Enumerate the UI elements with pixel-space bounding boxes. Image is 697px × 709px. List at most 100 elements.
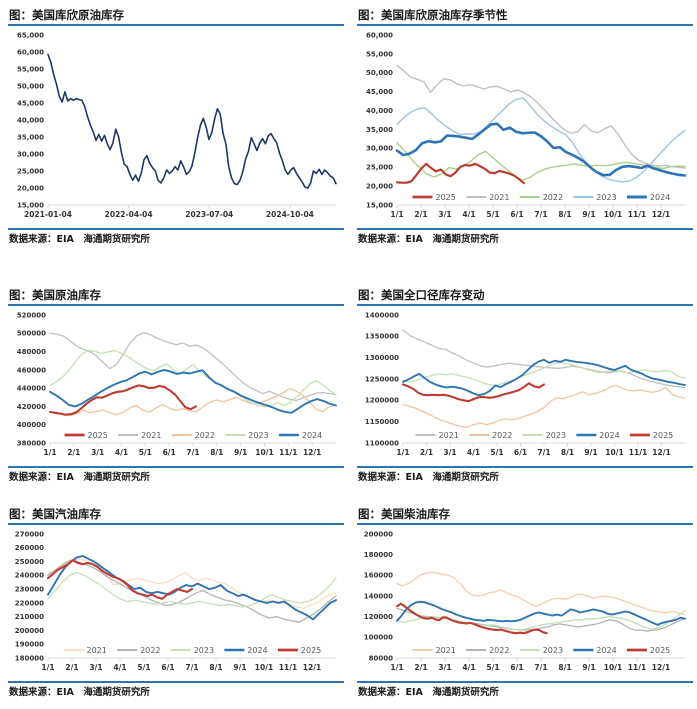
svg-text:4/1: 4/1 <box>115 448 128 457</box>
svg-text:11/1: 11/1 <box>279 663 297 672</box>
series-2021 <box>49 332 337 402</box>
legend-label-2022: 2022 <box>140 646 160 655</box>
svg-text:5/1: 5/1 <box>137 663 150 672</box>
chart-plot-area: 65,000 60,000 55,000 50,000 45,000 40,000 35,0… <box>8 29 344 225</box>
svg-text:380000: 380000 <box>17 439 46 447</box>
svg-text:1250000: 1250000 <box>365 375 399 383</box>
legend-label-2024: 2024 <box>302 431 322 440</box>
chart-block-cushing-seasonality: 图：美国库欣原油库存季节性 60,000 55,000 50,000 45,000 40… <box>357 8 693 246</box>
svg-text:2022-04-04: 2022-04-04 <box>105 210 153 219</box>
svg-text:2/1: 2/1 <box>67 448 80 457</box>
svg-text:45,000: 45,000 <box>366 88 393 96</box>
svg-text:7/1: 7/1 <box>537 448 550 457</box>
chart-plot-area: 1400000 1350000 1300000 1250000 1200000 11500… <box>357 309 693 463</box>
data-source-label: 数据来源：EIA 海通期货研究所 <box>357 466 693 484</box>
svg-text:5/1: 5/1 <box>486 663 499 672</box>
svg-text:2023-07-04: 2023-07-04 <box>185 210 233 219</box>
svg-text:7/1: 7/1 <box>186 448 199 457</box>
svg-text:10/1: 10/1 <box>255 663 273 672</box>
series-2024 <box>49 368 337 414</box>
svg-text:250000: 250000 <box>15 558 44 566</box>
svg-text:15,000: 15,000 <box>17 201 44 209</box>
legend-label-2022: 2022 <box>195 431 215 440</box>
svg-text:35,000: 35,000 <box>17 133 44 141</box>
svg-text:2/1: 2/1 <box>414 210 427 219</box>
series-2024 <box>402 358 686 397</box>
svg-text:30,000: 30,000 <box>366 145 393 153</box>
legend-label-2022: 2022 <box>543 193 563 202</box>
series-2024 <box>395 122 687 177</box>
svg-text:80000: 80000 <box>369 654 393 662</box>
svg-text:6/1: 6/1 <box>510 663 523 672</box>
svg-text:12/1: 12/1 <box>303 663 321 672</box>
svg-text:210000: 210000 <box>15 613 44 621</box>
svg-text:120000: 120000 <box>364 613 393 621</box>
svg-text:4/1: 4/1 <box>462 663 475 672</box>
svg-text:45,000: 45,000 <box>17 99 44 107</box>
series-2025 <box>48 384 197 416</box>
charts-row-1: 图：美国库欣原油库存 65,000 60,000 55,000 50,000 45,00… <box>8 8 693 246</box>
svg-text:2/1: 2/1 <box>65 663 78 672</box>
svg-text:1100000: 1100000 <box>365 439 399 447</box>
data-source-label: 数据来源：EIA 海通期货研究所 <box>357 228 693 246</box>
svg-text:480000: 480000 <box>17 348 46 356</box>
legend-label-2023: 2023 <box>596 193 616 202</box>
chart-block-cushing-inventory: 图：美国库欣原油库存 65,000 60,000 55,000 50,000 45,00… <box>8 8 344 246</box>
svg-text:3/1: 3/1 <box>438 210 451 219</box>
series-2021 <box>396 64 686 169</box>
svg-text:5/1: 5/1 <box>490 448 503 457</box>
chart-title: 图：美国柴油库存 <box>357 507 693 525</box>
svg-text:50,000: 50,000 <box>17 82 44 90</box>
svg-text:60,000: 60,000 <box>17 48 44 56</box>
svg-text:240000: 240000 <box>15 572 44 580</box>
data-source-label: 数据来源：EIA 海通期货研究所 <box>357 681 693 699</box>
chart-title: 图：美国库欣原油库存季节性 <box>357 8 693 26</box>
svg-text:1/1: 1/1 <box>396 448 409 457</box>
svg-text:260000: 260000 <box>15 544 44 552</box>
svg-text:12/1: 12/1 <box>303 448 321 457</box>
svg-text:270000: 270000 <box>15 530 44 538</box>
svg-text:10/1: 10/1 <box>605 448 623 457</box>
series-2022 <box>47 559 337 623</box>
svg-text:12/1: 12/1 <box>652 210 670 219</box>
legend-label-2024: 2024 <box>599 431 619 440</box>
chart-block-gasoline-inventory: 图：美国汽油库存 270000 260000 250000 240000 230000 2… <box>8 507 344 699</box>
legend-label-2022: 2022 <box>489 646 509 655</box>
svg-text:230000: 230000 <box>15 586 44 594</box>
legend-label-2025: 2025 <box>653 431 673 440</box>
svg-text:20,000: 20,000 <box>17 184 44 192</box>
legend-label-2024: 2024 <box>596 646 616 655</box>
svg-text:180000: 180000 <box>15 654 44 662</box>
svg-text:440000: 440000 <box>17 385 46 393</box>
chart-title: 图：美国全口径库存变动 <box>357 288 693 306</box>
svg-text:1/1: 1/1 <box>390 210 403 219</box>
legend-label-2021: 2021 <box>87 646 107 655</box>
svg-text:25,000: 25,000 <box>17 167 44 175</box>
svg-text:2/1: 2/1 <box>414 663 427 672</box>
svg-text:6/1: 6/1 <box>163 448 176 457</box>
svg-text:20,000: 20,000 <box>366 183 393 191</box>
svg-text:11/1: 11/1 <box>628 210 646 219</box>
series-2022 <box>49 387 337 417</box>
svg-text:520000: 520000 <box>17 311 46 319</box>
svg-text:1200000: 1200000 <box>365 397 399 405</box>
legend-label-2025: 2025 <box>88 431 108 440</box>
svg-text:55,000: 55,000 <box>366 50 393 58</box>
svg-text:65,000: 65,000 <box>17 31 44 39</box>
legend-label-2025: 2025 <box>650 646 670 655</box>
svg-text:8/1: 8/1 <box>558 663 571 672</box>
svg-text:30,000: 30,000 <box>17 150 44 158</box>
svg-text:11/1: 11/1 <box>279 448 297 457</box>
svg-text:1/1: 1/1 <box>43 448 56 457</box>
svg-text:15,000: 15,000 <box>366 201 393 209</box>
legend-label-2025: 2025 <box>436 193 456 202</box>
line-chart-gasoline-inventory: 270000 260000 250000 240000 230000 220000 2100… <box>15 530 337 672</box>
svg-text:1150000: 1150000 <box>365 418 399 426</box>
svg-text:50,000: 50,000 <box>366 69 393 77</box>
chart-title: 图：美国汽油库存 <box>8 507 344 525</box>
svg-text:9/1: 9/1 <box>234 448 247 457</box>
svg-text:35,000: 35,000 <box>366 126 393 134</box>
svg-text:3/1: 3/1 <box>91 448 104 457</box>
legend-label-2023: 2023 <box>194 646 214 655</box>
chart-block-diesel-inventory: 图：美国柴油库存 200000 180000 160000 140000 120000 1… <box>357 507 693 699</box>
